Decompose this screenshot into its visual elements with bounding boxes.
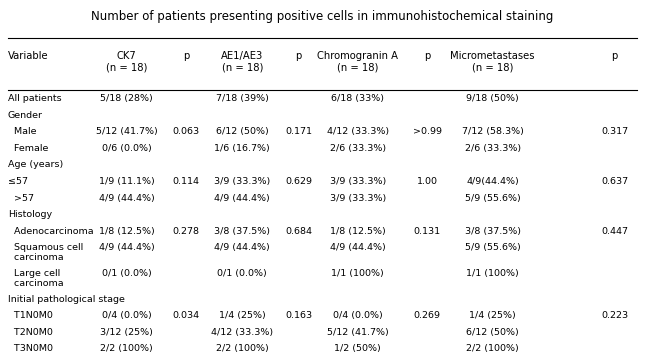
Text: T1N0M0: T1N0M0: [8, 311, 53, 320]
Text: 2/2 (100%): 2/2 (100%): [466, 344, 519, 353]
Text: 5/9 (55.6%): 5/9 (55.6%): [465, 193, 521, 202]
Text: 5/12 (41.7%): 5/12 (41.7%): [95, 127, 157, 136]
Text: 1.00: 1.00: [417, 177, 438, 186]
Text: 4/9 (44.4%): 4/9 (44.4%): [330, 243, 386, 252]
Text: 9/18 (50%): 9/18 (50%): [466, 94, 519, 103]
Text: Age (years): Age (years): [8, 160, 63, 169]
Text: 1/1 (100%): 1/1 (100%): [332, 269, 384, 278]
Text: T2N0M0: T2N0M0: [8, 328, 53, 337]
Text: 7/18 (39%): 7/18 (39%): [216, 94, 269, 103]
Text: 4/9(44.4%): 4/9(44.4%): [466, 177, 519, 186]
Text: 4/12 (33.3%): 4/12 (33.3%): [327, 127, 389, 136]
Text: 4/12 (33.3%): 4/12 (33.3%): [211, 328, 273, 337]
Text: Female: Female: [8, 144, 48, 153]
Text: 2/2 (100%): 2/2 (100%): [216, 344, 268, 353]
Text: 3/12 (25%): 3/12 (25%): [100, 328, 153, 337]
Text: 1/2 (50%): 1/2 (50%): [335, 344, 381, 353]
Text: Chromogranin A
(n = 18): Chromogranin A (n = 18): [317, 51, 399, 73]
Text: 1/4 (25%): 1/4 (25%): [470, 311, 516, 320]
Text: 0.317: 0.317: [601, 127, 628, 136]
Text: 0.063: 0.063: [173, 127, 200, 136]
Text: 5/12 (41.7%): 5/12 (41.7%): [327, 328, 389, 337]
Text: Number of patients presenting positive cells in immunohistochemical staining: Number of patients presenting positive c…: [92, 10, 553, 23]
Text: 3/9 (33.3%): 3/9 (33.3%): [330, 193, 386, 202]
Text: 0.223: 0.223: [601, 311, 628, 320]
Text: 4/9 (44.4%): 4/9 (44.4%): [214, 243, 270, 252]
Text: 0/1 (0.0%): 0/1 (0.0%): [102, 269, 152, 278]
Text: 0.171: 0.171: [285, 127, 312, 136]
Text: 3/8 (37.5%): 3/8 (37.5%): [214, 226, 270, 236]
Text: Male: Male: [8, 127, 36, 136]
Text: 1/8 (12.5%): 1/8 (12.5%): [330, 226, 386, 236]
Text: All patients: All patients: [8, 94, 61, 103]
Text: 3/8 (37.5%): 3/8 (37.5%): [464, 226, 521, 236]
Text: Initial pathological stage: Initial pathological stage: [8, 295, 124, 304]
Text: 6/12 (50%): 6/12 (50%): [216, 127, 268, 136]
Text: 2/2 (100%): 2/2 (100%): [100, 344, 153, 353]
Text: 4/9 (44.4%): 4/9 (44.4%): [99, 243, 155, 252]
Text: 0/4 (0.0%): 0/4 (0.0%): [102, 311, 152, 320]
Text: 6/18 (33%): 6/18 (33%): [332, 94, 384, 103]
Text: 0.684: 0.684: [285, 226, 312, 236]
Text: 2/6 (33.3%): 2/6 (33.3%): [464, 144, 521, 153]
Text: 0/1 (0.0%): 0/1 (0.0%): [217, 269, 267, 278]
Text: >57: >57: [8, 193, 34, 202]
Text: 0.131: 0.131: [413, 226, 441, 236]
Text: CK7
(n = 18): CK7 (n = 18): [106, 51, 147, 73]
Text: T3N0M0: T3N0M0: [8, 344, 53, 353]
Text: Micrometastases
(n = 18): Micrometastases (n = 18): [450, 51, 535, 73]
Text: p: p: [183, 51, 190, 61]
Text: p: p: [295, 51, 302, 61]
Text: 1/9 (11.1%): 1/9 (11.1%): [99, 177, 155, 186]
Text: 0.269: 0.269: [413, 311, 441, 320]
Text: p: p: [424, 51, 430, 61]
Text: AE1/AE3
(n = 18): AE1/AE3 (n = 18): [221, 51, 263, 73]
Text: 7/12 (58.3%): 7/12 (58.3%): [462, 127, 524, 136]
Text: Gender: Gender: [8, 111, 43, 120]
Text: 1/6 (16.7%): 1/6 (16.7%): [214, 144, 270, 153]
Text: 0.114: 0.114: [173, 177, 200, 186]
Text: 0.637: 0.637: [601, 177, 628, 186]
Text: 0.163: 0.163: [285, 311, 312, 320]
Text: 0.278: 0.278: [173, 226, 200, 236]
Text: 2/6 (33.3%): 2/6 (33.3%): [330, 144, 386, 153]
Text: 0.629: 0.629: [285, 177, 312, 186]
Text: ≤57: ≤57: [8, 177, 28, 186]
Text: Squamous cell
  carcinoma: Squamous cell carcinoma: [8, 243, 83, 262]
Text: 1/1 (100%): 1/1 (100%): [466, 269, 519, 278]
Text: 3/9 (33.3%): 3/9 (33.3%): [330, 177, 386, 186]
Text: 0/6 (0.0%): 0/6 (0.0%): [102, 144, 152, 153]
Text: 1/4 (25%): 1/4 (25%): [219, 311, 266, 320]
Text: Large cell
  carcinoma: Large cell carcinoma: [8, 269, 63, 288]
Text: Adenocarcinoma: Adenocarcinoma: [8, 226, 94, 236]
Text: 4/9 (44.4%): 4/9 (44.4%): [214, 193, 270, 202]
Text: 0.447: 0.447: [601, 226, 628, 236]
Text: 0/4 (0.0%): 0/4 (0.0%): [333, 311, 382, 320]
Text: p: p: [611, 51, 618, 61]
Text: 6/12 (50%): 6/12 (50%): [466, 328, 519, 337]
Text: 5/18 (28%): 5/18 (28%): [100, 94, 153, 103]
Text: 5/9 (55.6%): 5/9 (55.6%): [465, 243, 521, 252]
Text: Histology: Histology: [8, 210, 52, 219]
Text: 1/8 (12.5%): 1/8 (12.5%): [99, 226, 155, 236]
Text: >0.99: >0.99: [413, 127, 442, 136]
Text: 0.034: 0.034: [173, 311, 200, 320]
Text: Variable: Variable: [8, 51, 48, 61]
Text: 4/9 (44.4%): 4/9 (44.4%): [99, 193, 155, 202]
Text: 3/9 (33.3%): 3/9 (33.3%): [214, 177, 270, 186]
